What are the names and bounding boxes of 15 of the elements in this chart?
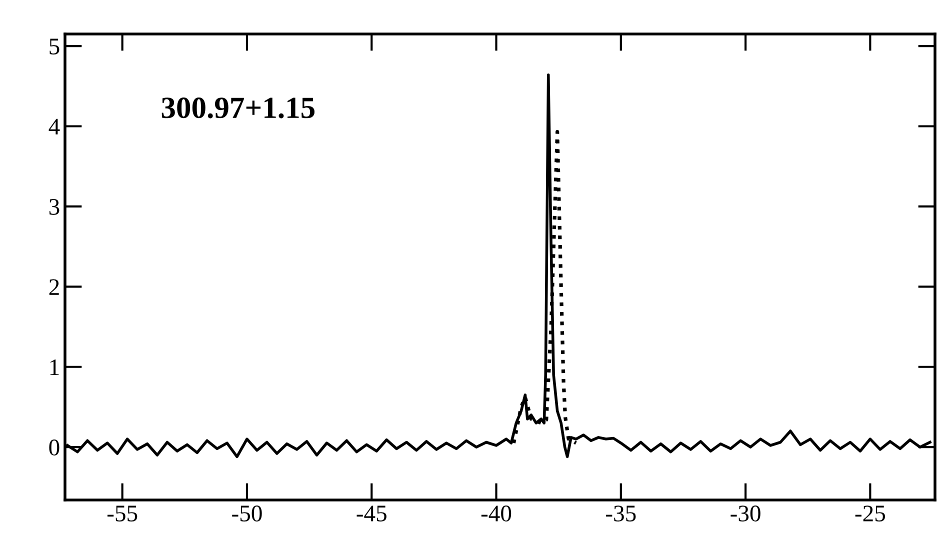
x-tick-label: -35: [606, 506, 636, 522]
y-tick-label: 2: [49, 279, 59, 295]
y-tick-label: 0: [49, 440, 60, 456]
y-tick-label: 4: [48, 118, 60, 134]
annotation: 300.97+1.15: [162, 98, 314, 118]
x-tick-label: -25: [855, 506, 885, 522]
y-tick-label: 5: [50, 38, 60, 54]
x-tick-label: -50: [232, 506, 262, 522]
line-series: [512, 130, 578, 445]
x-tick-label: -55: [107, 506, 138, 522]
y-tick-label: 1: [50, 359, 59, 376]
y-tick-label: 3: [49, 199, 60, 215]
x-tick-label: -40: [481, 506, 512, 522]
x-tick-label: -45: [356, 506, 386, 522]
x-tick-label: -30: [730, 506, 760, 522]
